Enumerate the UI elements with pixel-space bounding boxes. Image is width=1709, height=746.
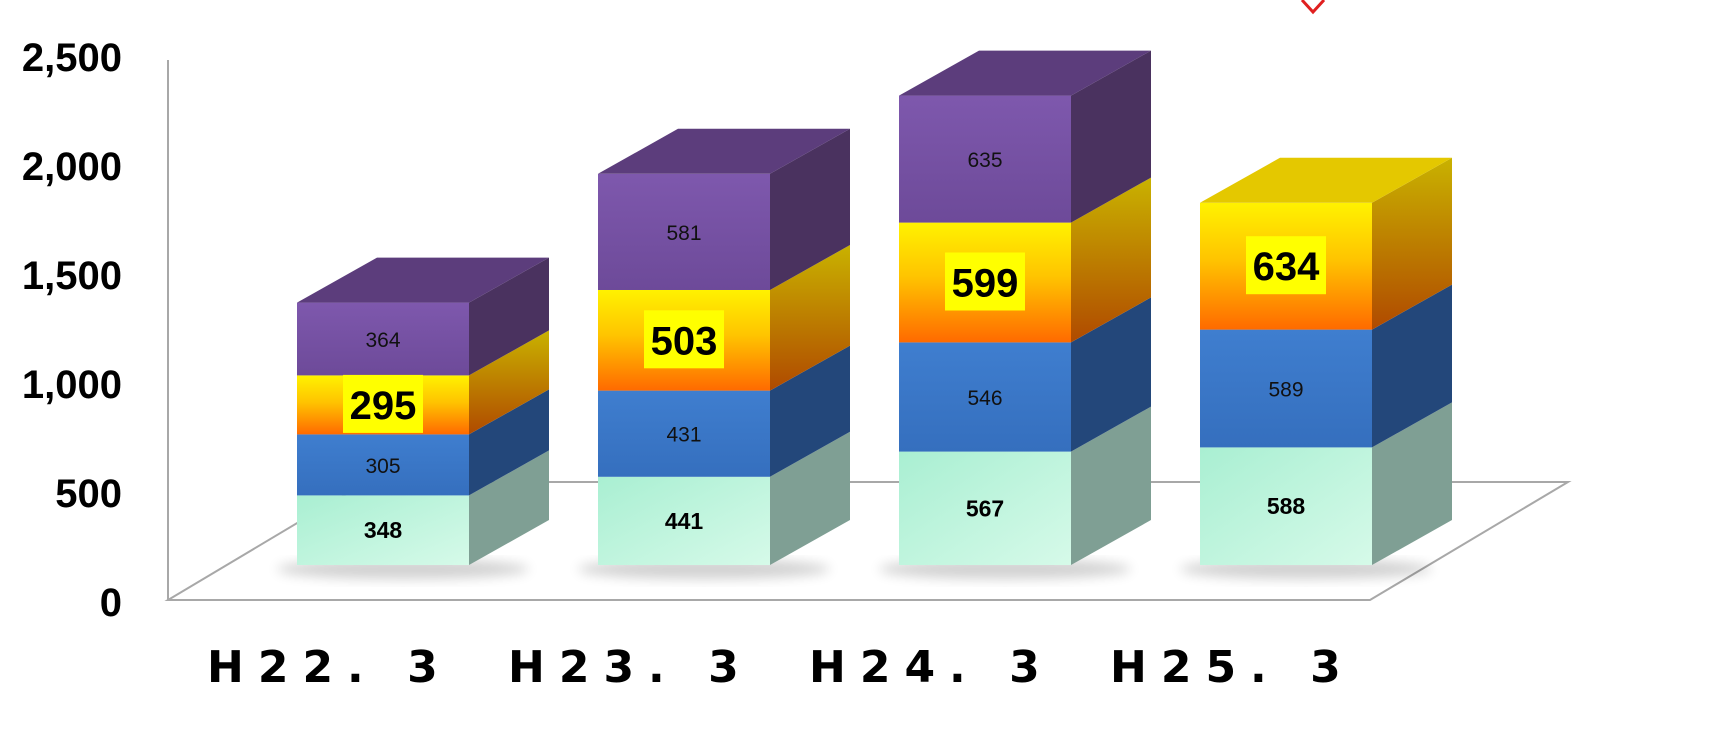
label-highlight-box [945, 252, 1025, 311]
x-axis-ticks: H22. 3 H23. 3 H24. 3 H25. 3 [207, 642, 1355, 693]
bar-front-face [1200, 329, 1372, 448]
bar-side-face [469, 257, 549, 376]
bar-side-face [1372, 157, 1452, 330]
bar-segment [598, 345, 850, 477]
bar-side-face [1071, 50, 1151, 223]
bar-side-face [770, 128, 850, 290]
bar-top-face [1200, 157, 1452, 203]
bar-side-face [1071, 297, 1151, 452]
bar-segment [1200, 284, 1452, 448]
bar-segment [598, 431, 850, 565]
bar-side-face [469, 389, 549, 496]
bar-side-face [469, 330, 549, 435]
data-label: 295 [350, 384, 417, 428]
bar-side-face [469, 450, 549, 565]
red-marker-icon [1300, 0, 1326, 15]
bar-front-face [297, 302, 469, 376]
x-tick-label: H25. 3 [1110, 642, 1355, 693]
bar-side-face [1372, 402, 1452, 565]
bar-front-face [899, 342, 1071, 452]
data-label: 503 [651, 319, 718, 363]
y-tick-label: 1,500 [22, 254, 122, 298]
bar-segment [297, 389, 549, 496]
x-tick-label: H23. 3 [508, 642, 753, 693]
bar-side-face [1071, 406, 1151, 565]
bar-segment [297, 257, 549, 376]
y-tick-label: 2,500 [22, 36, 122, 80]
label-highlight-box [1246, 236, 1326, 295]
bar-side-face [1071, 177, 1151, 343]
data-label-highlighted: 295 [343, 374, 423, 433]
data-label-highlighted: 599 [945, 252, 1025, 311]
bar-segment [598, 128, 850, 290]
x-tick-label: H24. 3 [809, 642, 1054, 693]
bar-stacks [297, 50, 1452, 565]
data-label: 567 [966, 495, 1004, 521]
data-label: 635 [967, 149, 1002, 172]
bar-top-face [598, 128, 850, 174]
data-label: 599 [952, 262, 1019, 306]
bar-front-face [899, 95, 1071, 223]
bar-segment [1200, 402, 1452, 565]
label-highlight-box [343, 374, 423, 433]
y-tick-label: 0 [100, 581, 122, 625]
y-axis-ticks: 0 500 1,000 1,500 2,000 2,500 [22, 36, 122, 625]
bar-side-face [770, 431, 850, 565]
data-label: 634 [1253, 245, 1320, 289]
data-label: 431 [666, 424, 701, 447]
data-label: 589 [1268, 379, 1303, 402]
data-label: 348 [364, 517, 403, 543]
bar-front-face [598, 173, 770, 290]
data-label: 581 [666, 222, 701, 245]
label-highlight-box [644, 310, 724, 369]
bar-side-face [1372, 284, 1452, 448]
bar-front-face [899, 451, 1071, 565]
bar-front-face [598, 390, 770, 477]
bar-segment [899, 297, 1151, 452]
bar-front-face [598, 476, 770, 565]
bar-top-face [297, 257, 549, 303]
bar-segment [899, 50, 1151, 223]
bar-front-face [1200, 447, 1372, 565]
bar-segment [899, 177, 1151, 343]
data-label: 588 [1267, 493, 1306, 519]
bar-front-face [297, 434, 469, 496]
bar-front-face [297, 495, 469, 565]
data-label-highlighted: 634 [1246, 236, 1326, 295]
x-tick-label: H22. 3 [207, 642, 452, 693]
bar-side-face [770, 345, 850, 477]
y-tick-label: 1,000 [22, 363, 122, 407]
data-labels: 348 305 295 364 441 431 503 581 567 546 599 635 588 5… [343, 149, 1326, 543]
bar-top-face [899, 50, 1151, 96]
y-tick-label: 2,000 [22, 145, 122, 189]
y-tick-label: 500 [55, 472, 122, 516]
data-label: 305 [365, 455, 400, 478]
data-label: 546 [967, 387, 1002, 410]
data-label-highlighted: 503 [644, 310, 724, 369]
bar-segment [297, 450, 549, 565]
bar-segment [899, 406, 1151, 565]
data-label: 364 [365, 329, 400, 352]
data-label: 441 [665, 508, 704, 534]
bar-side-face [770, 245, 850, 391]
